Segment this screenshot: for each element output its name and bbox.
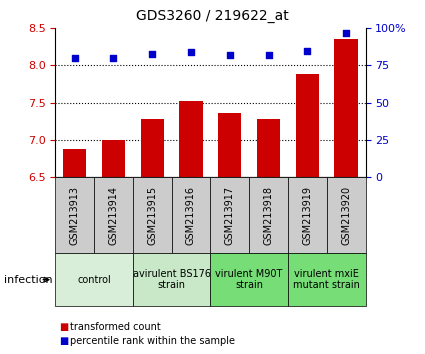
Point xyxy=(149,51,156,56)
Point xyxy=(265,52,272,58)
Bar xyxy=(218,113,241,354)
Point xyxy=(110,55,117,61)
Text: avirulent BS176
strain: avirulent BS176 strain xyxy=(133,269,211,291)
Bar xyxy=(55,177,94,253)
Text: virulent M90T
strain: virulent M90T strain xyxy=(215,269,283,291)
Bar xyxy=(102,140,125,354)
Text: GSM213917: GSM213917 xyxy=(225,185,235,245)
Text: transformed count: transformed count xyxy=(70,322,161,332)
Text: control: control xyxy=(77,275,111,285)
Bar xyxy=(249,177,288,253)
Bar xyxy=(210,253,288,306)
Bar xyxy=(257,119,280,354)
Bar xyxy=(133,253,210,306)
Point xyxy=(71,55,78,61)
Text: ■: ■ xyxy=(60,322,69,332)
Point xyxy=(343,30,349,36)
Text: GSM213920: GSM213920 xyxy=(341,185,351,245)
Text: GDS3260 / 219622_at: GDS3260 / 219622_at xyxy=(136,9,289,23)
Point xyxy=(304,48,311,53)
Bar xyxy=(172,177,210,253)
Text: GSM213919: GSM213919 xyxy=(302,185,312,245)
Bar xyxy=(327,177,366,253)
Bar xyxy=(296,74,319,354)
Bar xyxy=(210,177,249,253)
Bar xyxy=(179,101,203,354)
Text: virulent mxiE
mutant strain: virulent mxiE mutant strain xyxy=(293,269,360,291)
Text: ■: ■ xyxy=(60,336,69,346)
Text: GSM213915: GSM213915 xyxy=(147,185,157,245)
Text: GSM213914: GSM213914 xyxy=(108,185,119,245)
Bar xyxy=(133,177,172,253)
Bar xyxy=(55,253,133,306)
Text: percentile rank within the sample: percentile rank within the sample xyxy=(70,336,235,346)
Text: GSM213918: GSM213918 xyxy=(264,185,274,245)
Bar xyxy=(288,177,327,253)
Text: GSM213916: GSM213916 xyxy=(186,185,196,245)
Bar xyxy=(141,119,164,354)
Point xyxy=(227,52,233,58)
Text: infection: infection xyxy=(4,275,53,285)
Bar xyxy=(63,149,86,354)
Point xyxy=(187,49,194,55)
Bar xyxy=(288,253,366,306)
Bar xyxy=(94,177,133,253)
Text: GSM213913: GSM213913 xyxy=(70,185,79,245)
Bar xyxy=(334,39,358,354)
